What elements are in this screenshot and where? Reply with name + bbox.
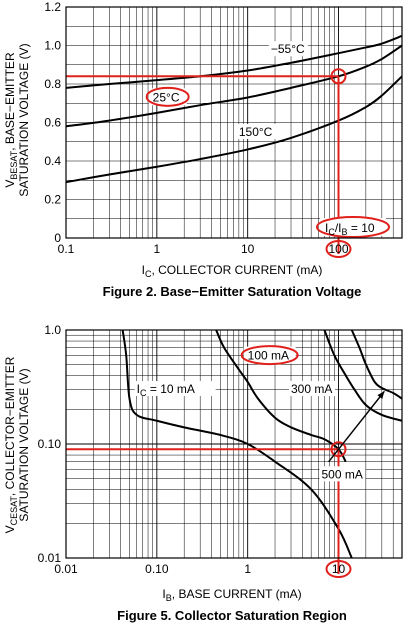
series-line	[65, 34, 403, 89]
series-annotation: IC​ = 10 mA	[137, 382, 195, 398]
x-axis-label: IB​, BASE CURRENT (mA)	[162, 587, 301, 603]
y-tick-label: 0.4	[44, 154, 61, 168]
annotation-bg	[236, 123, 276, 139]
y-tick-label: 1.2	[44, 0, 61, 14]
annotation-bg	[268, 41, 308, 57]
series-annotation: 300 mA	[291, 382, 332, 396]
annotation-bg	[289, 381, 336, 397]
y-tick-label: 0.10	[38, 437, 62, 451]
highlight-point-circle	[330, 68, 347, 85]
highlight-x-oval	[325, 560, 352, 578]
series-line	[65, 75, 403, 184]
plot-frame	[65, 6, 403, 239]
annotation-bg	[148, 88, 187, 106]
highlight-point-circle	[330, 441, 347, 458]
annotation-arrow-line	[328, 390, 385, 463]
series-line	[350, 329, 403, 400]
condition-label: IC​/IB​ = 10	[325, 221, 375, 237]
y-tick-label: 1.0	[44, 39, 61, 53]
annotation-bg	[134, 381, 216, 397]
y-axis-label-line2: SATURATION VOLTAGE (V)	[17, 43, 31, 196]
x-tick-label: 0.01	[54, 562, 78, 576]
series-annotation: 500 mA	[322, 467, 363, 481]
annotation-bg	[319, 466, 366, 482]
series-line	[323, 329, 403, 422]
annotation-oval	[240, 345, 299, 366]
x-tick-label: 1	[244, 562, 251, 576]
y-tick-label: 0.2	[44, 193, 61, 207]
series-annotation: −55°C	[271, 42, 305, 56]
y-axis-label-line1: VCESAT​, COLLECTOR−EMITTER	[3, 356, 19, 533]
series-line	[121, 329, 353, 559]
series-annotation: 25°C	[153, 90, 180, 104]
annotation-bg	[243, 346, 296, 364]
condition-bg	[320, 218, 386, 236]
plot-frame	[65, 329, 403, 559]
y-tick-label: 1.0	[44, 323, 61, 337]
x-tick-label: 0.1	[58, 242, 75, 256]
chart-base-emitter-saturation: 0.1 1 10 100 0 0.2 0.4 0.6 0.8 1.0 1.2 −55°C 25°C 15…	[3, 0, 403, 299]
chart-title: Figure 5. Collector Saturation Region	[117, 608, 347, 623]
annotation-arrow-head	[377, 391, 385, 399]
annotation-oval	[145, 86, 190, 107]
y-tick-label: 0.6	[44, 116, 61, 130]
chart-collector-saturation: 0.01 0.10 1 10 0.01 0.10 1.0 IC​ = 10 mA 100 mA…	[3, 323, 403, 623]
y-tick-label: 0.01	[38, 551, 62, 565]
x-tick-label: 1	[153, 242, 160, 256]
y-tick-label: 0	[54, 231, 61, 245]
y-tick-label: 0.8	[44, 77, 61, 91]
condition-oval	[316, 216, 390, 238]
x-axis-label: IC​, COLLECTOR CURRENT (mA)	[142, 263, 323, 279]
x-tick-label: 100	[328, 242, 348, 256]
highlight-x-oval	[325, 240, 352, 258]
series-line	[215, 329, 347, 463]
series-line	[65, 44, 403, 128]
x-tick-label: 10	[332, 562, 346, 576]
series-annotation: 150°C	[239, 125, 273, 139]
chart-title: Figure 2. Base−Emitter Saturation Voltag…	[103, 284, 362, 299]
x-tick-label: 10	[241, 242, 255, 256]
series-annotation: 100 mA	[248, 349, 289, 363]
y-axis-label-line2: SATURATION VOLTAGE (V)	[17, 368, 31, 521]
x-tick-label: 0.10	[145, 562, 169, 576]
